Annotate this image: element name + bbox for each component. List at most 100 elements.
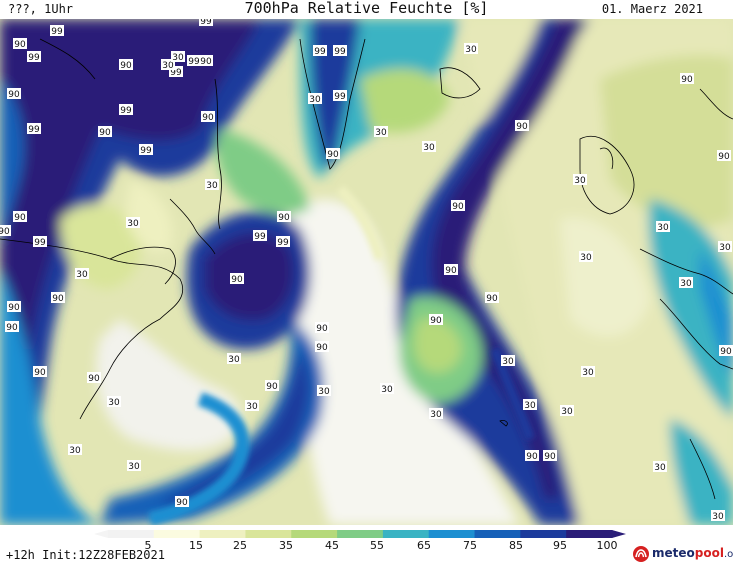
- contour-label: 30: [523, 399, 537, 411]
- brand-suffix: .org: [723, 549, 733, 560]
- contour-label: 30: [126, 217, 140, 229]
- svg-text:90: 90: [316, 324, 328, 334]
- contour-label: 90: [119, 59, 133, 71]
- contour-label: 30: [422, 141, 436, 153]
- contour-label: 90: [315, 322, 329, 334]
- svg-text:90: 90: [120, 61, 132, 71]
- contour-label: 99: [139, 144, 153, 156]
- svg-text:30: 30: [246, 402, 258, 412]
- svg-text:30: 30: [318, 387, 330, 397]
- contour-label: 90: [13, 211, 27, 223]
- contour-label: 30: [107, 396, 121, 408]
- contour-label: 99: [199, 19, 213, 27]
- colorbar: [94, 530, 626, 538]
- brand-main: meteo: [652, 546, 695, 560]
- colorbar-swatch: [566, 530, 613, 538]
- svg-text:90: 90: [430, 316, 442, 326]
- valid-date: 01. Maerz 2021: [601, 2, 703, 16]
- contour-label: 99: [50, 25, 64, 37]
- svg-text:90: 90: [718, 152, 730, 162]
- colorbar-swatch: [520, 530, 567, 538]
- contour-label: 99: [33, 236, 47, 248]
- svg-text:99: 99: [28, 53, 40, 63]
- colorbar-swatch: [428, 530, 476, 538]
- contour-label: 90: [515, 120, 529, 132]
- contour-label: 99: [253, 230, 267, 242]
- contour-label: 30: [464, 43, 478, 55]
- contour-label: 90: [87, 372, 101, 384]
- svg-text:90: 90: [266, 382, 278, 392]
- contour-label: 99: [119, 104, 133, 116]
- svg-text:90: 90: [720, 347, 732, 357]
- svg-text:90: 90: [278, 213, 290, 223]
- map-title: 700hPa Relative Feuchte [%]: [244, 0, 489, 17]
- contour-label: 90: [33, 366, 47, 378]
- contour-label: 90: [98, 126, 112, 138]
- svg-text:30: 30: [680, 279, 692, 289]
- svg-text:90: 90: [34, 368, 46, 378]
- svg-text:90: 90: [202, 113, 214, 123]
- contour-label: 30: [560, 405, 574, 417]
- svg-text:90: 90: [681, 75, 693, 85]
- svg-text:90: 90: [200, 57, 212, 67]
- contour-label: 30: [127, 460, 141, 472]
- svg-text:30: 30: [580, 253, 592, 263]
- init-time-label: +12h Init:12Z28FEB2021: [6, 548, 165, 562]
- svg-text:30: 30: [162, 61, 174, 71]
- svg-text:30: 30: [654, 463, 666, 473]
- svg-text:99: 99: [170, 68, 182, 78]
- contour-label: 99: [169, 66, 183, 78]
- svg-text:90: 90: [52, 294, 64, 304]
- contour-label: 90: [543, 450, 557, 462]
- svg-text:99: 99: [51, 27, 63, 37]
- contour-label: 90: [717, 150, 731, 162]
- svg-text:90: 90: [8, 303, 20, 313]
- svg-text:90: 90: [526, 452, 538, 462]
- humidity-map[interactable]: 99 99 90 99 90 99 99 90 90 90 99 30 99 9…: [0, 19, 733, 525]
- colorbar-tick-label: 100: [596, 539, 618, 552]
- contour-label: 90: [201, 111, 215, 123]
- contour-label: 30: [679, 277, 693, 289]
- colorbar-tick-label: 75: [463, 539, 477, 552]
- svg-text:90: 90: [8, 90, 20, 100]
- svg-text:30: 30: [582, 368, 594, 378]
- svg-text:30: 30: [719, 243, 731, 253]
- contour-label: 90: [429, 314, 443, 326]
- svg-text:90: 90: [486, 294, 498, 304]
- contour-label: 90: [230, 273, 244, 285]
- brand-logo[interactable]: meteopool.org: [632, 545, 733, 563]
- svg-text:90: 90: [445, 266, 457, 276]
- colorbar-swatch: [245, 530, 292, 538]
- contour-label: 30: [245, 400, 259, 412]
- svg-text:99: 99: [334, 92, 346, 102]
- svg-text:90: 90: [14, 40, 26, 50]
- contour-label: 99: [313, 45, 327, 57]
- contour-label: 30: [75, 268, 89, 280]
- contour-label: 90: [199, 55, 213, 67]
- svg-text:99: 99: [34, 238, 46, 248]
- contour-label: 90: [51, 292, 65, 304]
- colorbar-swatch: [291, 530, 338, 538]
- contour-label: 30: [711, 510, 725, 522]
- svg-text:30: 30: [108, 398, 120, 408]
- contour-label: 30: [227, 353, 241, 365]
- colorbar-swatch: [153, 530, 201, 538]
- contour-label: 90: [315, 341, 329, 353]
- svg-text:99: 99: [277, 238, 289, 248]
- svg-text:30: 30: [381, 385, 393, 395]
- contour-label: 90: [326, 148, 340, 160]
- colorbar-swatch: [474, 530, 521, 538]
- run-label: ???, 1Uhr: [8, 2, 74, 16]
- contour-label: 99: [276, 236, 290, 248]
- header-bar: ???, 1Uhr 700hPa Relative Feuchte [%] 01…: [0, 0, 733, 19]
- contour-label: 30: [380, 383, 394, 395]
- contour-label: 30: [573, 174, 587, 186]
- contour-label: 30: [68, 444, 82, 456]
- svg-text:90: 90: [316, 343, 328, 353]
- brand-name: meteopool.org: [652, 546, 733, 560]
- contour-label: 90: [7, 88, 21, 100]
- contour-label: 30: [205, 179, 219, 191]
- svg-text:90: 90: [14, 213, 26, 223]
- contour-label: 30: [374, 126, 388, 138]
- colorbar-swatch: [108, 530, 155, 538]
